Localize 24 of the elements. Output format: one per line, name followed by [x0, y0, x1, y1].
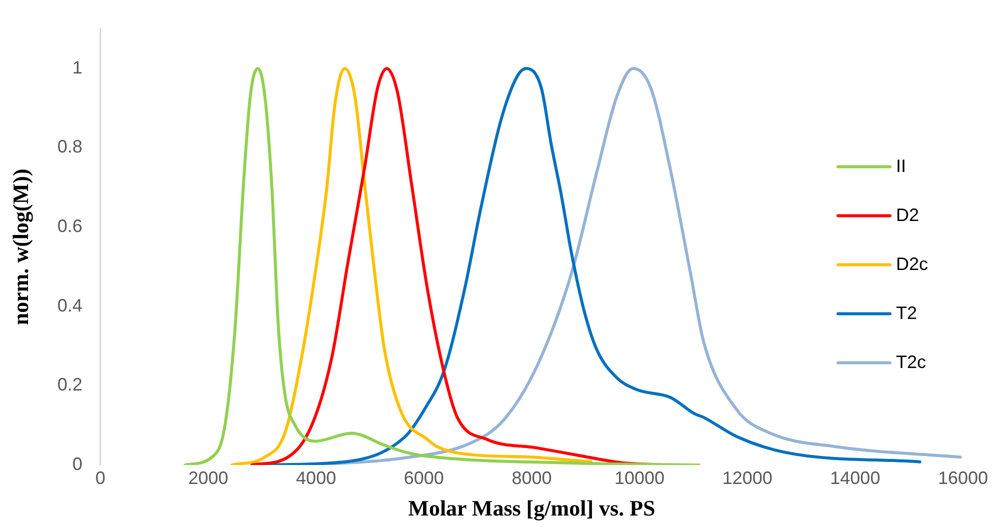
legend-label: D2 — [896, 204, 920, 225]
x-tick-label: 4000 — [296, 468, 336, 488]
x-tick-label: 8000 — [512, 468, 552, 488]
y-tick-label: 0.4 — [57, 295, 82, 316]
x-tick-label: 16000 — [938, 468, 988, 488]
x-tick-label: 0 — [95, 468, 106, 488]
legend-label: T2c — [896, 352, 926, 372]
line-series — [230, 66, 593, 465]
x-axis-title: Molar Mass [g/mol] vs. PS — [408, 495, 656, 520]
y-axis-title: norm. w(log(M)) — [8, 168, 33, 326]
legend-label: D2c — [896, 254, 928, 274]
y-tick-label: 0 — [72, 454, 82, 474]
x-tick-label: 12000 — [722, 468, 772, 488]
legend-label: T2 — [896, 302, 918, 323]
y-tick-label: 1 — [72, 57, 82, 78]
line-series — [184, 66, 700, 465]
y-tick-label: 0.6 — [57, 216, 82, 236]
x-tick-label: 6000 — [404, 468, 444, 488]
x-tick-label: 14000 — [830, 468, 880, 488]
x-tick-label: 2000 — [188, 468, 228, 488]
legend-label: II — [896, 156, 906, 176]
x-tick-label: 10000 — [614, 468, 665, 488]
y-tick-label: 0.2 — [57, 374, 82, 395]
y-tick-label: 0.8 — [57, 136, 82, 157]
